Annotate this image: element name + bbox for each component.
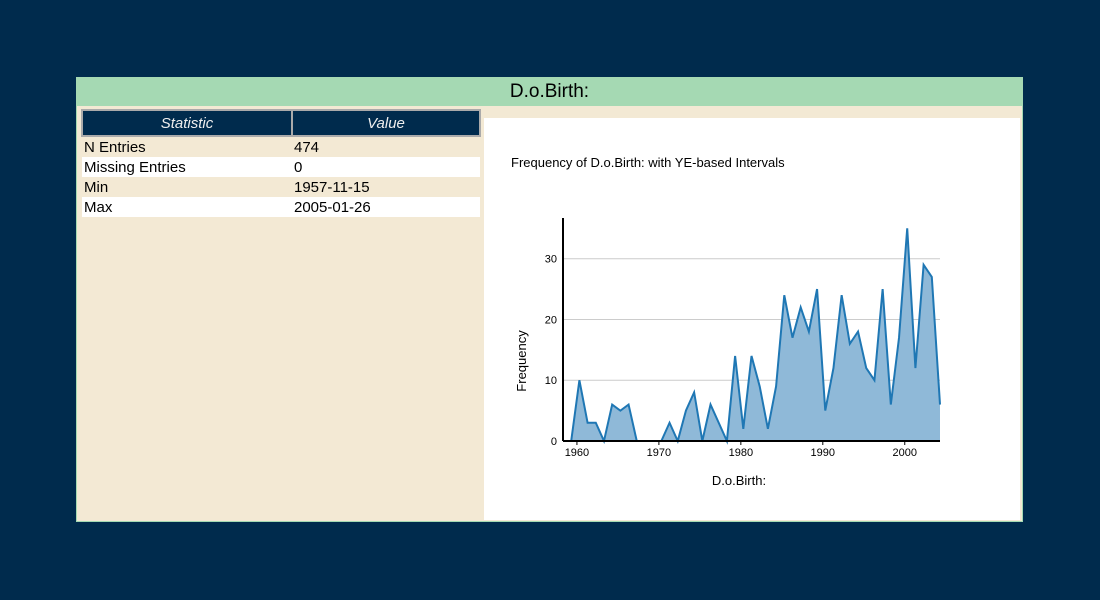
chart-svg: Frequency of D.o.Birth: with YE-based In… — [511, 155, 941, 488]
frequency-line — [563, 228, 941, 445]
table-row: Max 2005-01-26 — [82, 197, 480, 217]
frequency-area — [563, 228, 940, 441]
stat-value: 474 — [292, 136, 480, 157]
stat-name: Max — [82, 197, 292, 217]
statistics-table: Statistic Value N Entries 474 Missing Ent… — [81, 109, 481, 217]
y-tick-label: 10 — [545, 375, 557, 387]
panel-title: D.o.Birth: — [77, 78, 1022, 106]
x-tick-label: 1960 — [565, 447, 589, 459]
stat-name: N Entries — [82, 136, 292, 157]
table-row: Missing Entries 0 — [82, 157, 480, 177]
y-tick-label: 30 — [545, 254, 557, 266]
chart-title: Frequency of D.o.Birth: with YE-based In… — [511, 155, 785, 170]
stat-name: Missing Entries — [82, 157, 292, 177]
frequency-chart: Frequency of D.o.Birth: with YE-based In… — [484, 118, 1020, 520]
stat-value: 1957-11-15 — [292, 177, 480, 197]
column-header-statistic: Statistic — [81, 109, 293, 137]
x-tick-label: 1970 — [647, 447, 671, 459]
column-header-value: Value — [291, 109, 481, 137]
x-tick-label: 1980 — [729, 447, 753, 459]
y-tick-label: 20 — [545, 314, 557, 326]
stat-value: 2005-01-26 — [292, 197, 480, 217]
stat-name: Min — [82, 177, 292, 197]
x-tick-label: 2000 — [893, 447, 917, 459]
stat-value: 0 — [292, 157, 480, 177]
x-axis-label: D.o.Birth: — [712, 473, 766, 488]
statistics-panel: D.o.Birth: Statistic Value N Entries 474 … — [76, 77, 1023, 522]
table-row: N Entries 474 — [82, 136, 480, 157]
y-tick-label: 0 — [551, 436, 557, 448]
y-axis-label: Frequency — [514, 330, 529, 392]
x-tick-label: 1990 — [811, 447, 835, 459]
table-row: Min 1957-11-15 — [82, 177, 480, 197]
